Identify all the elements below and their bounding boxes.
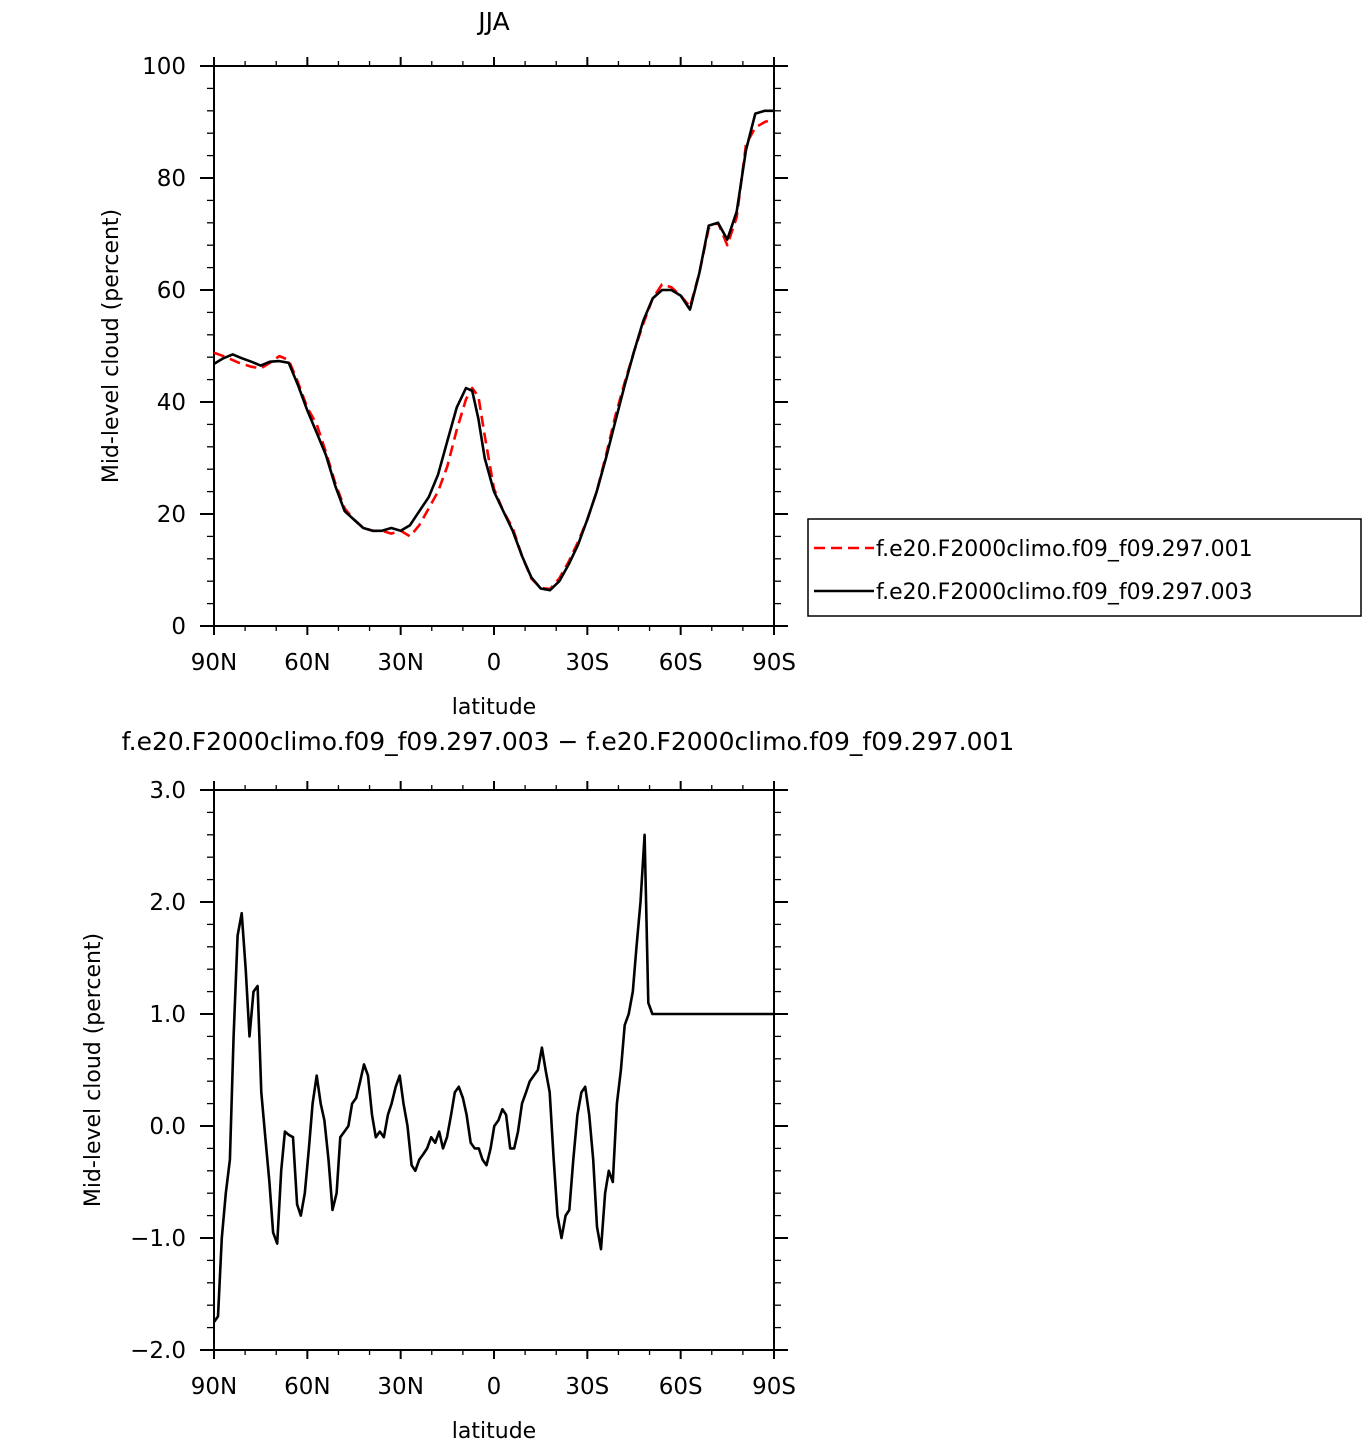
x-tick-label: 60S	[659, 1374, 703, 1400]
x-tick-label: 0	[487, 1374, 502, 1400]
x-tick-label: 90S	[752, 1374, 796, 1400]
plot-frame	[213, 65, 775, 627]
legend-box	[807, 518, 1362, 617]
y-tick-label: 40	[157, 390, 186, 416]
x-tick-label: 30S	[565, 1374, 609, 1400]
y-tick-label: 0.0	[149, 1114, 186, 1140]
x-tick-label: 90N	[191, 650, 237, 676]
x-tick-label: 30N	[377, 650, 423, 676]
bottom-y-axis-label: Mid-level cloud (percent)	[81, 933, 106, 1207]
x-tick-label: 90N	[191, 1374, 237, 1400]
y-tick-label: −2.0	[130, 1338, 186, 1364]
y-tick-label: 20	[157, 502, 186, 528]
y-tick-label: 0	[171, 614, 186, 640]
x-tick-label: 30N	[377, 1374, 423, 1400]
bottom-x-axis-label: latitude	[452, 1419, 536, 1444]
series-line-1	[214, 117, 774, 591]
x-tick-label: 0	[487, 650, 502, 676]
x-tick-label: 60N	[284, 1374, 330, 1400]
top-chart-title: JJA	[476, 7, 509, 36]
x-tick-label: 90S	[752, 650, 796, 676]
bottom-plot-area: 90N 60N 30N 0 30S 60S 90S −2.0 −1.0 0.0 1.0 2.0 3.0	[130, 778, 796, 1400]
y-tick-label: 1.0	[149, 1002, 186, 1028]
bottom-chart-title: f.e20.F2000climo.f09_f09.297.003 − f.e20…	[122, 727, 1015, 756]
legend-entry-series-1: f.e20.F2000climo.f09_f09.297.001	[876, 537, 1253, 562]
legend: f.e20.F2000climo.f09_f09.297.001 f.e20.F…	[807, 518, 1362, 617]
series-line-2	[214, 109, 774, 592]
y-tick-label: −1.0	[130, 1226, 186, 1252]
legend-entry-series-2: f.e20.F2000climo.f09_f09.297.003	[876, 580, 1253, 605]
y-tick-label: 100	[142, 54, 186, 80]
top-plot-area: 90N 60N 30N 0 30S 60S 90S 0 20 40 60 80 100	[142, 54, 796, 676]
series-line-1	[214, 833, 774, 1323]
top-x-axis-label: latitude	[452, 695, 536, 720]
x-tick-label: 60N	[284, 650, 330, 676]
y-tick-label: 3.0	[149, 778, 186, 804]
x-tick-label: 60S	[659, 650, 703, 676]
y-tick-label: 2.0	[149, 890, 186, 916]
top-y-axis-label: Mid-level cloud (percent)	[99, 209, 124, 483]
y-tick-label: 60	[157, 278, 186, 304]
plot-frame	[213, 789, 775, 1351]
y-tick-label: 80	[157, 166, 186, 192]
x-tick-label: 30S	[565, 650, 609, 676]
